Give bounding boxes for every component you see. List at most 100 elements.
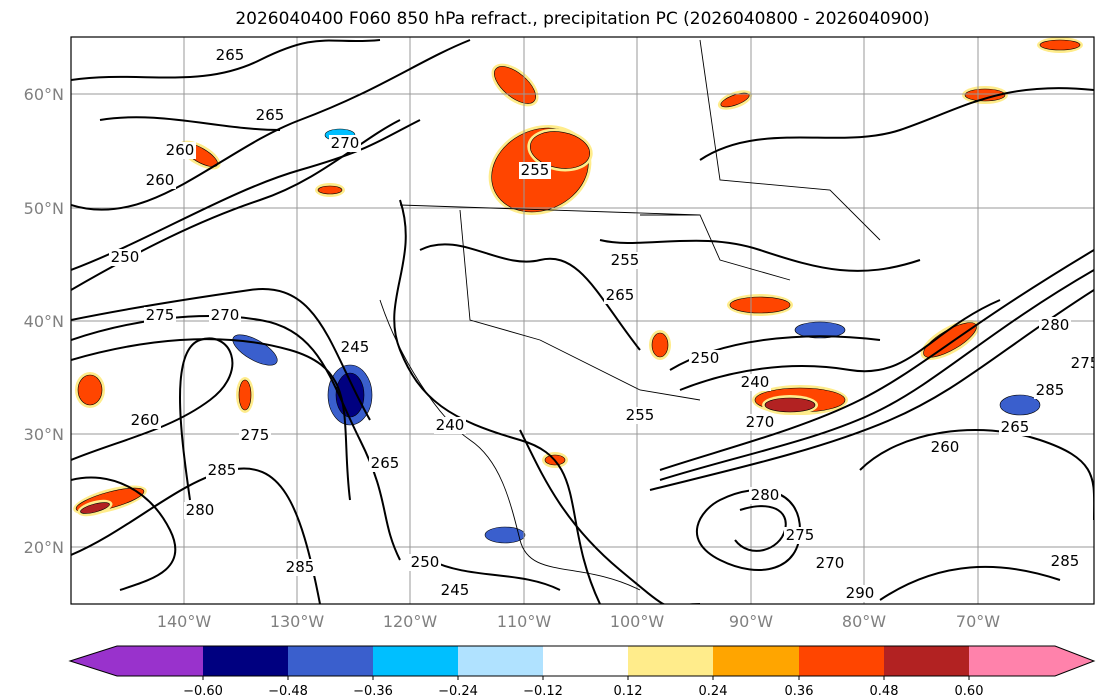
contour-label-bg: [609, 252, 641, 269]
longitude-label: 140°W: [157, 612, 212, 631]
contour-label: 275: [146, 306, 175, 324]
contour-label: 240: [436, 416, 465, 434]
contour-label-bg: [144, 307, 176, 324]
isoline-contour: [859, 429, 1094, 520]
colorbar-tick-label: 0.60: [955, 684, 984, 698]
contour-label-bg: [284, 559, 316, 576]
longitude-label: 90°W: [729, 612, 773, 631]
contour-label: 285: [286, 558, 315, 576]
isoline-contour: [71, 337, 234, 501]
contour-label: 255: [521, 161, 550, 179]
contour-label-bg: [519, 162, 551, 179]
colorbar-cell: [884, 646, 970, 676]
contour-label-bg: [784, 527, 816, 544]
latitude-label: 30°N: [24, 425, 64, 444]
precip-shade: [317, 185, 343, 195]
contour-label: 255: [611, 251, 640, 269]
contour-label: 285: [1036, 381, 1065, 399]
precip-shade: [794, 321, 846, 339]
colorbar-cell: [458, 646, 544, 676]
isoline-contour: [429, 559, 561, 591]
contour-label: 260: [166, 141, 195, 159]
isoline-contour: [519, 429, 700, 604]
contour-label: 275: [1071, 354, 1100, 372]
contour-label-bg: [184, 502, 216, 519]
map-frame: [70, 36, 1095, 605]
contour-label: 270: [211, 306, 240, 324]
contour-label-bg: [209, 307, 241, 324]
contour-label-bg: [689, 350, 721, 367]
precip-shade: [729, 296, 791, 314]
colorbar-cell: [373, 646, 459, 676]
contour-label: 290: [846, 584, 875, 602]
precip-shade: [77, 374, 103, 406]
colorbar-cell: [203, 646, 289, 676]
isoline-contour: [71, 467, 321, 604]
colorbar-cell: [628, 646, 714, 676]
colorbar-tick-label: −0.12: [523, 684, 563, 698]
isoline-contour: [659, 269, 1094, 481]
precip-shade: [484, 526, 526, 544]
contour-label: 270: [816, 554, 845, 572]
chart-title: 2026040400 F060 850 hPa refract., precip…: [235, 9, 930, 29]
contour-label: 250: [691, 349, 720, 367]
precip-shade: [764, 397, 816, 413]
coastline-border: [459, 209, 541, 341]
coastline-border: [399, 204, 701, 216]
precip-shade: [651, 332, 669, 358]
contour-label-bg: [239, 427, 271, 444]
colorbar-extension-low: [70, 646, 203, 676]
colorbar-cell: [543, 646, 629, 676]
contour-label: 260: [131, 411, 160, 429]
contour-label-bg: [1034, 382, 1066, 399]
isoline-contour: [419, 243, 641, 351]
longitude-label: 130°W: [270, 612, 325, 631]
longitude-label: 120°W: [383, 612, 438, 631]
contour-label: 265: [216, 46, 245, 64]
colorbar-cell: [713, 646, 800, 676]
precip-shade: [720, 92, 750, 108]
contour-label-bg: [164, 142, 196, 159]
colorbar-tick-label: 0.48: [870, 684, 899, 698]
contour-label-bg: [434, 417, 466, 434]
isoline-contour: [71, 288, 371, 421]
isoline-contour: [71, 476, 177, 591]
contour-label: 280: [751, 486, 780, 504]
contour-label: 260: [146, 171, 175, 189]
coastline-border: [640, 214, 791, 281]
colorbar-cell: [799, 646, 885, 676]
longitude-label: 70°W: [956, 612, 1000, 631]
colorbar-tick-label: −0.36: [353, 684, 393, 698]
latitude-label: 60°N: [24, 85, 64, 104]
contour-label-bg: [254, 107, 286, 124]
isoline-contour: [71, 39, 471, 211]
contour-label: 275: [786, 526, 815, 544]
colorbar-tick-label: −0.24: [438, 684, 478, 698]
colorbar-tick-label: −0.48: [268, 684, 308, 698]
contour-label: 280: [186, 501, 215, 519]
colorbar-tick-label: 0.12: [614, 684, 643, 698]
contour-label-bg: [339, 339, 371, 356]
contour-label: 270: [331, 134, 360, 152]
precip-shade: [964, 88, 1006, 102]
colorbar-tick-label: 0.36: [785, 684, 814, 698]
coastline-border: [379, 299, 641, 591]
contour-label-bg: [1039, 317, 1071, 334]
latitude-label: 20°N: [24, 538, 64, 557]
precip-shade: [1039, 39, 1081, 51]
contour-label-bg: [329, 135, 361, 152]
precip-shade: [529, 131, 591, 169]
contour-label: 265: [606, 286, 635, 304]
longitude-label: 80°W: [842, 612, 886, 631]
longitude-label: 110°W: [497, 612, 552, 631]
contour-label: 245: [341, 338, 370, 356]
contour-label: 265: [1001, 418, 1030, 436]
isoline-contour: [699, 87, 1094, 161]
contour-label-bg: [144, 172, 176, 189]
isoline-contour: [649, 289, 1094, 491]
contour-label: 255: [626, 406, 655, 424]
isoline-contour: [879, 565, 1061, 601]
precip-shade: [238, 379, 252, 411]
precip-shade: [923, 322, 977, 358]
